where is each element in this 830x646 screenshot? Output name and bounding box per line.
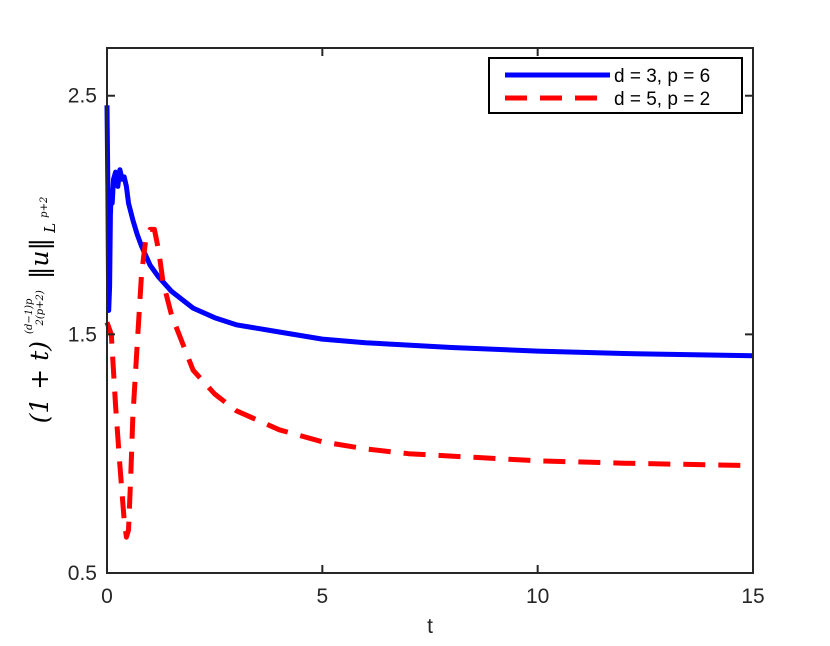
- tick-labels-layer: 0 5 10 15 0.5 1.5 2.5: [68, 85, 765, 608]
- x-tick-label: 0: [101, 585, 113, 608]
- x-tick-label: 15: [741, 585, 764, 608]
- ticks-layer: [106, 48, 754, 574]
- y-axis-title-norm: ‖u‖: [25, 238, 55, 279]
- y-axis-title-exp-numerator: (d−1)p: [24, 298, 35, 334]
- series-line-1: [104, 105, 754, 359]
- y-tick-label: 2.5: [68, 85, 97, 108]
- series-layer: [104, 105, 754, 540]
- y-axis-title-norm-sub: L: [41, 223, 59, 234]
- y-axis-title: (1 + t) (d−1)p 2(p+2) ‖u‖ L p+2: [17, 197, 59, 424]
- x-tick-label: 10: [526, 585, 549, 608]
- y-axis-title-main: (1 + t): [25, 341, 54, 423]
- y-tick-label: 1.5: [68, 323, 97, 346]
- plot-background: [107, 48, 753, 573]
- legend-label-series-1: d = 3, p = 6: [614, 66, 710, 87]
- x-tick-label: 5: [316, 585, 328, 608]
- legend-box: [488, 57, 743, 114]
- y-axis-title-exp-denominator: 2(p+2): [35, 290, 46, 326]
- axes-box: [106, 47, 754, 574]
- series-line-2: [104, 226, 754, 540]
- y-axis-title-norm-sub-sup: p+2: [39, 197, 50, 218]
- svg-text:(1 + t) (d−1)p 2(p: (1 + t) (d−1)p 2(p+2) ‖u‖ L p+2: [17, 197, 59, 424]
- legend-label-series-2: d = 5, p = 2: [614, 89, 710, 110]
- x-axis-title: t: [427, 615, 433, 638]
- y-tick-label: 0.5: [68, 562, 97, 585]
- legend: d = 3, p = 6 d = 5, p = 2: [488, 57, 743, 114]
